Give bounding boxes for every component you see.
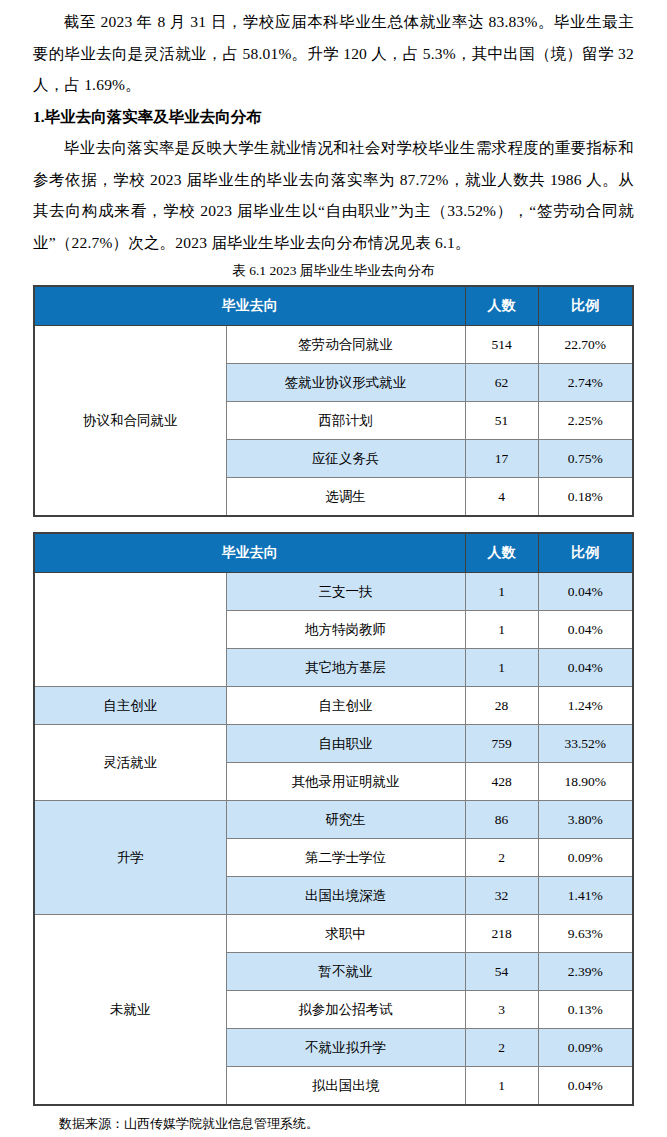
destination-cell: 签就业协议形式就业 <box>226 364 465 402</box>
section-heading: 1.毕业去向落实率及毕业去向分布 <box>33 101 634 133</box>
paragraph-employment-summary: 截至 2023 年 8 月 31 日，学校应届本科毕业生总体就业率达 83.83… <box>33 6 634 101</box>
category-cell: 灵活就业 <box>34 725 226 801</box>
graduation-destination-table-2: 毕业去向人数比例 三支一扶10.04%地方特岗教师10.04%其它地方基层10.… <box>33 532 634 1106</box>
destination-cell: 地方特岗教师 <box>226 611 465 649</box>
ratio-cell: 18.90% <box>538 763 633 801</box>
count-cell: 51 <box>465 402 538 440</box>
table-row: 自主创业自主创业281.24% <box>34 687 633 725</box>
table-row: 升学研究生863.80% <box>34 801 633 839</box>
count-cell: 2 <box>465 1029 538 1067</box>
header-count: 人数 <box>465 533 538 573</box>
destination-cell: 选调生 <box>226 478 465 517</box>
header-ratio: 比例 <box>538 533 633 573</box>
table-header-row: 毕业去向人数比例 <box>34 286 633 326</box>
header-ratio: 比例 <box>538 286 633 326</box>
ratio-cell: 3.80% <box>538 801 633 839</box>
ratio-cell: 0.04% <box>538 611 633 649</box>
header-destination: 毕业去向 <box>34 286 465 326</box>
destination-cell: 签劳动合同就业 <box>226 326 465 364</box>
count-cell: 1 <box>465 611 538 649</box>
category-cell <box>34 573 226 687</box>
ratio-cell: 0.13% <box>538 991 633 1029</box>
destination-cell: 自主创业 <box>226 687 465 725</box>
ratio-cell: 22.70% <box>538 326 633 364</box>
count-cell: 1 <box>465 573 538 611</box>
data-source-note: 数据来源：山西传媒学院就业信息管理系统。 <box>33 1115 634 1132</box>
ratio-cell: 2.25% <box>538 402 633 440</box>
category-cell: 升学 <box>34 801 226 915</box>
category-cell: 未就业 <box>34 915 226 1106</box>
paragraph-rate-description: 毕业去向落实率是反映大学生就业情况和社会对学校毕业生需求程度的重要指标和参考依据… <box>33 132 634 258</box>
table-header-row: 毕业去向人数比例 <box>34 533 633 573</box>
count-cell: 3 <box>465 991 538 1029</box>
count-cell: 1 <box>465 649 538 687</box>
document-page: 截至 2023 年 8 月 31 日，学校应届本科毕业生总体就业率达 83.83… <box>0 0 667 1132</box>
header-count: 人数 <box>465 286 538 326</box>
ratio-cell: 0.75% <box>538 440 633 478</box>
count-cell: 32 <box>465 877 538 915</box>
count-cell: 86 <box>465 801 538 839</box>
ratio-cell: 2.74% <box>538 364 633 402</box>
header-destination: 毕业去向 <box>34 533 465 573</box>
count-cell: 2 <box>465 839 538 877</box>
destination-cell: 求职中 <box>226 915 465 953</box>
destination-cell: 三支一扶 <box>226 573 465 611</box>
ratio-cell: 0.09% <box>538 1029 633 1067</box>
destination-cell: 其它地方基层 <box>226 649 465 687</box>
count-cell: 28 <box>465 687 538 725</box>
ratio-cell: 33.52% <box>538 725 633 763</box>
ratio-cell: 1.24% <box>538 687 633 725</box>
destination-cell: 第二学士学位 <box>226 839 465 877</box>
ratio-cell: 0.04% <box>538 1067 633 1106</box>
count-cell: 4 <box>465 478 538 517</box>
ratio-cell: 9.63% <box>538 915 633 953</box>
count-cell: 62 <box>465 364 538 402</box>
destination-cell: 研究生 <box>226 801 465 839</box>
destination-cell: 其他录用证明就业 <box>226 763 465 801</box>
destination-cell: 西部计划 <box>226 402 465 440</box>
count-cell: 54 <box>465 953 538 991</box>
category-cell: 自主创业 <box>34 687 226 725</box>
ratio-cell: 2.39% <box>538 953 633 991</box>
count-cell: 759 <box>465 725 538 763</box>
ratio-cell: 1.41% <box>538 877 633 915</box>
table-row: 灵活就业自由职业75933.52% <box>34 725 633 763</box>
table-row: 三支一扶10.04% <box>34 573 633 611</box>
destination-cell: 暂不就业 <box>226 953 465 991</box>
count-cell: 514 <box>465 326 538 364</box>
table-row: 未就业求职中2189.63% <box>34 915 633 953</box>
destination-cell: 自由职业 <box>226 725 465 763</box>
destination-cell: 不就业拟升学 <box>226 1029 465 1067</box>
table-row: 协议和合同就业签劳动合同就业51422.70% <box>34 326 633 364</box>
graduation-destination-table-1: 毕业去向人数比例 协议和合同就业签劳动合同就业51422.70%签就业协议形式就… <box>33 285 634 517</box>
ratio-cell: 0.09% <box>538 839 633 877</box>
category-cell: 协议和合同就业 <box>34 326 226 517</box>
destination-cell: 出国出境深造 <box>226 877 465 915</box>
table-caption: 表 6.1 2023 届毕业生毕业去向分布 <box>33 258 634 284</box>
count-cell: 17 <box>465 440 538 478</box>
count-cell: 218 <box>465 915 538 953</box>
ratio-cell: 0.04% <box>538 649 633 687</box>
count-cell: 1 <box>465 1067 538 1106</box>
ratio-cell: 0.04% <box>538 573 633 611</box>
destination-cell: 拟出国出境 <box>226 1067 465 1106</box>
ratio-cell: 0.18% <box>538 478 633 517</box>
destination-cell: 拟参加公招考试 <box>226 991 465 1029</box>
count-cell: 428 <box>465 763 538 801</box>
destination-cell: 应征义务兵 <box>226 440 465 478</box>
